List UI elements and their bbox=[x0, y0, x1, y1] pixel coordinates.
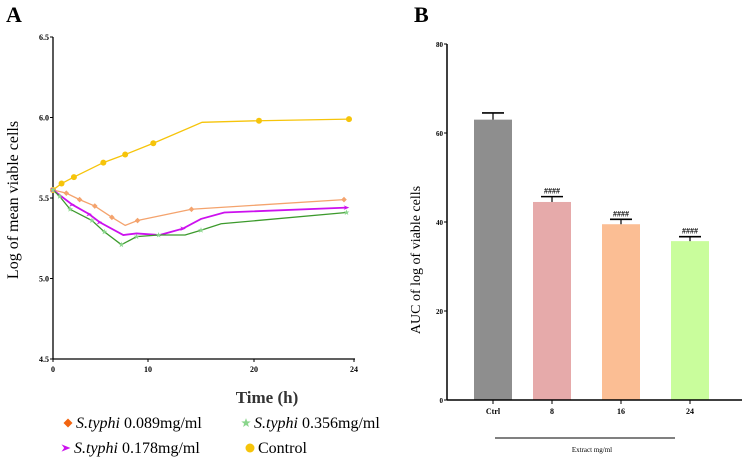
panel-label-a: A bbox=[6, 2, 22, 27]
data-point bbox=[134, 217, 141, 224]
legend-label: S.typhi 0.178mg/ml bbox=[74, 440, 200, 457]
significance-label: #### bbox=[682, 227, 698, 236]
bar-group bbox=[474, 112, 512, 401]
legend-label: Control bbox=[258, 440, 307, 457]
x-tick-label: 20 bbox=[250, 365, 258, 374]
legend-item: Control bbox=[245, 440, 307, 457]
data-point bbox=[150, 140, 157, 147]
data-point bbox=[67, 206, 73, 212]
bar-group: #### bbox=[671, 227, 709, 400]
bar-chart-ylabel: AUC of log of viable cells bbox=[409, 186, 424, 334]
data-point bbox=[58, 180, 65, 187]
legend-label-italic: S.typhi bbox=[74, 440, 118, 457]
legend-marker-arrow-icon bbox=[61, 444, 71, 452]
legend-marker-star-icon bbox=[241, 418, 251, 427]
data-point bbox=[109, 214, 115, 221]
bar bbox=[671, 241, 709, 400]
legend-label-italic: S.typhi bbox=[76, 415, 120, 432]
data-point bbox=[346, 116, 352, 123]
x-tick-label: 0 bbox=[51, 365, 55, 374]
data-point bbox=[188, 206, 195, 213]
legend-item: S.typhi 0.089mg/ml bbox=[63, 415, 202, 432]
data-point bbox=[343, 209, 350, 215]
panel-label-b: B bbox=[414, 2, 429, 27]
legend: S.typhi 0.089mg/ml S.typhi 0.356mg/mlS.ty… bbox=[61, 415, 380, 457]
series-2 bbox=[50, 187, 350, 236]
data-point bbox=[89, 217, 95, 223]
legend-label-text: 0.356mg/ml bbox=[298, 415, 380, 432]
data-point bbox=[50, 186, 56, 193]
data-point bbox=[70, 174, 77, 181]
data-point bbox=[155, 232, 162, 238]
category-label: 16 bbox=[617, 407, 625, 416]
data-point bbox=[343, 205, 350, 210]
data-point bbox=[56, 193, 63, 199]
data-point bbox=[341, 196, 347, 203]
data-point bbox=[63, 190, 70, 196]
series-line bbox=[52, 118, 350, 191]
series-1 bbox=[50, 186, 350, 248]
data-point bbox=[122, 151, 129, 158]
legend-marker-circle-icon bbox=[245, 443, 255, 453]
legend-label: S.typhi 0.356mg/ml bbox=[254, 415, 380, 432]
data-point bbox=[256, 117, 262, 124]
y-tick-label: 80 bbox=[436, 41, 444, 49]
y-tick-label: 60 bbox=[436, 130, 444, 138]
y-tick-label: 6.5 bbox=[39, 33, 49, 42]
series-3 bbox=[50, 116, 352, 193]
legend-label-text: Control bbox=[258, 440, 307, 457]
significance-label: #### bbox=[613, 209, 629, 218]
series-line bbox=[52, 189, 347, 236]
y-tick-label: 0 bbox=[440, 397, 444, 405]
data-point bbox=[86, 211, 92, 217]
y-tick-label: 40 bbox=[436, 219, 444, 227]
data-point bbox=[180, 226, 186, 231]
y-tick-label: 6.0 bbox=[39, 114, 49, 123]
legend-item: S.typhi 0.178mg/ml bbox=[61, 440, 200, 457]
data-point bbox=[133, 233, 140, 240]
line-chart-xlabel: Time (h) bbox=[236, 388, 299, 407]
series-line bbox=[52, 189, 347, 246]
bar-group: #### bbox=[533, 187, 571, 400]
legend-item: S.typhi 0.356mg/ml bbox=[241, 415, 380, 432]
data-point bbox=[198, 227, 204, 233]
data-point bbox=[96, 219, 103, 225]
data-point bbox=[101, 228, 108, 235]
bar-chart-xlabel: Extract mg/ml bbox=[572, 446, 612, 454]
legend-label: S.typhi 0.089mg/ml bbox=[76, 415, 202, 432]
y-tick-label: 5.0 bbox=[39, 275, 49, 284]
data-point bbox=[69, 202, 75, 207]
legend-label-text: 0.089mg/ml bbox=[120, 415, 202, 432]
data-point bbox=[100, 159, 107, 166]
bar-chart: Ctrl #### 8 #### 16 #### 24 0 20 40 60 80 bbox=[436, 41, 742, 416]
data-point bbox=[76, 196, 83, 203]
x-tick-label: 10 bbox=[144, 365, 152, 374]
category-label: 8 bbox=[550, 407, 554, 416]
legend-label-italic: S.typhi bbox=[254, 415, 298, 432]
data-point bbox=[92, 203, 98, 209]
y-tick-label: 5.5 bbox=[39, 194, 49, 203]
y-tick-label: 4.5 bbox=[39, 355, 49, 364]
legend-label-text: 0.178mg/ml bbox=[118, 440, 200, 457]
bar bbox=[474, 119, 512, 401]
legend-marker-diamond-icon bbox=[63, 418, 73, 428]
x-tick-label: 24 bbox=[350, 365, 358, 374]
bar-group: #### bbox=[602, 209, 640, 400]
bar bbox=[533, 201, 571, 400]
bar bbox=[602, 224, 640, 400]
line-chart: 4.5 5.0 5.5 6.0 6.5 0 10 20 24 bbox=[39, 33, 358, 374]
y-tick-label: 20 bbox=[436, 308, 444, 316]
significance-label: #### bbox=[544, 187, 560, 196]
line-chart-ylabel: Log of mean viable cells bbox=[5, 121, 22, 279]
category-label: 24 bbox=[686, 407, 694, 416]
category-label: Ctrl bbox=[486, 407, 501, 416]
data-point bbox=[118, 241, 125, 248]
